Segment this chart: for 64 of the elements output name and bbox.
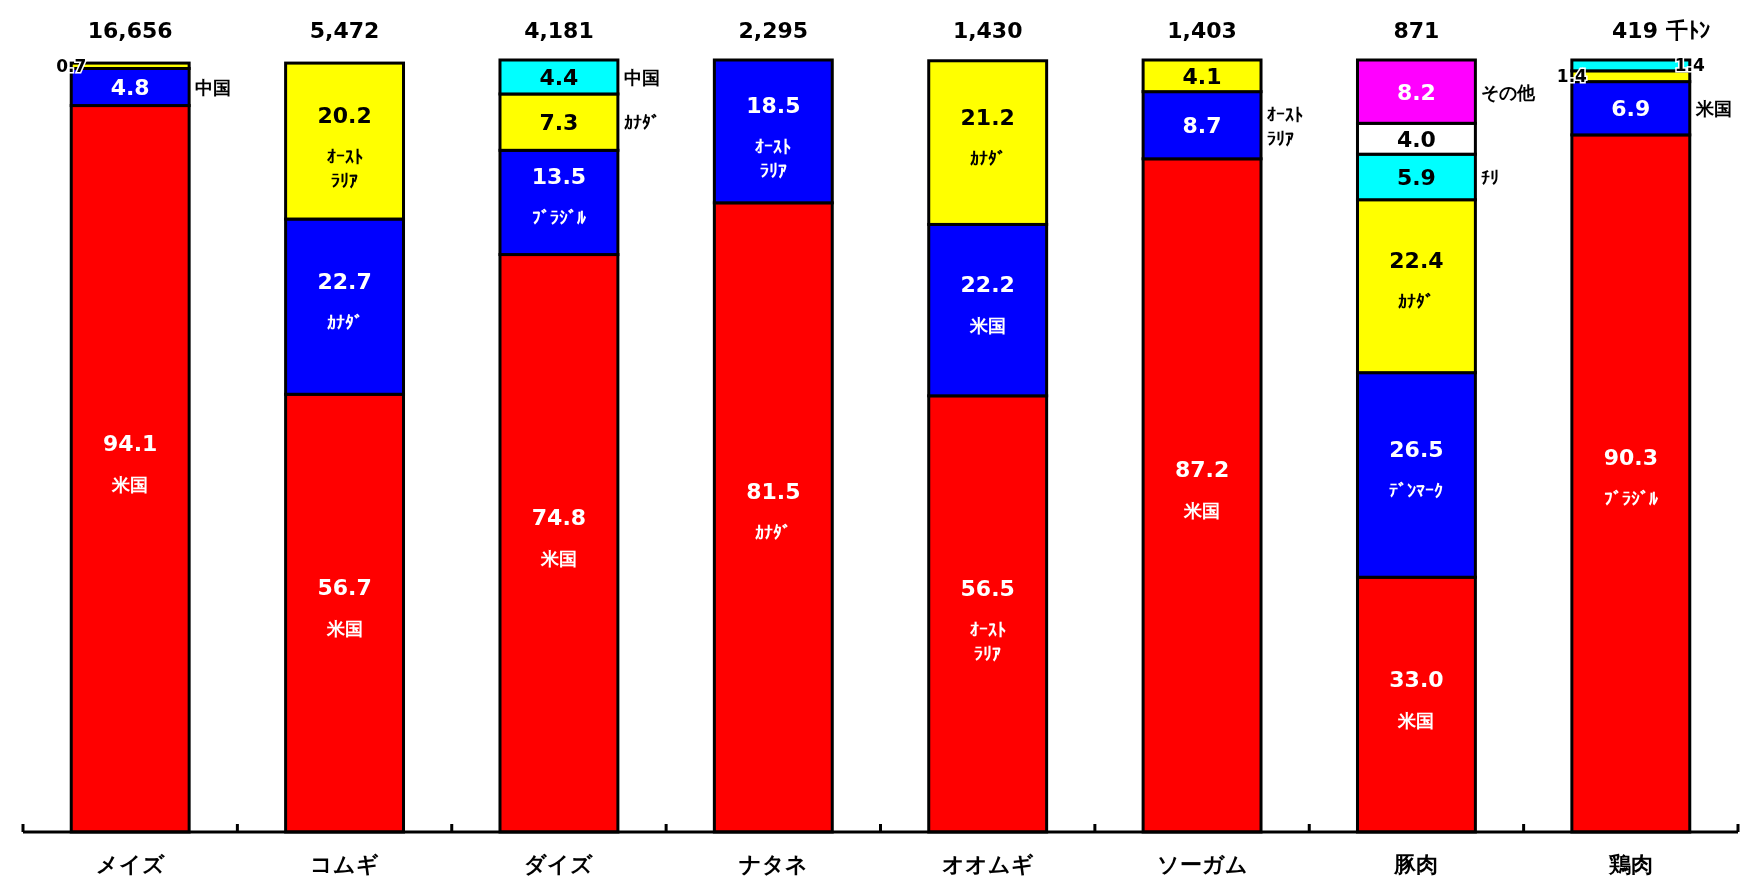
x-tick-label: オオムギ — [941, 852, 1034, 877]
data-label: 6.9 — [1611, 96, 1651, 122]
x-tick-label: コムギ — [310, 852, 380, 877]
x-tick-label: ナタネ — [738, 852, 808, 877]
text: 2,295 — [738, 18, 809, 43]
x-tick-label: ソーガム — [1156, 852, 1248, 877]
data-label: 94.1 — [103, 430, 158, 456]
data-label: 87.2 — [1174, 457, 1230, 483]
data-label: 8.2 — [1396, 79, 1436, 105]
text: 1,403 — [1167, 18, 1237, 43]
data-label: 18.5 — [746, 93, 801, 119]
text: 419 千ﾄﾝ — [1612, 18, 1710, 43]
data-label: 81.5 — [746, 479, 801, 505]
annotation: 米国 — [111, 473, 149, 495]
annotation: 米国 — [968, 315, 1006, 337]
annotation: ｶﾅﾀﾞ — [1398, 291, 1435, 313]
data-label: 4.1 — [1182, 63, 1222, 89]
data-label: 22.4 — [1389, 248, 1444, 274]
text: 1,430 — [952, 18, 1023, 43]
x-tick-label: 鶏肉 — [1607, 852, 1653, 877]
text: 4,181 — [524, 18, 594, 43]
x-tick-label: ダイズ — [524, 852, 594, 877]
annotation: ｶﾅﾀﾞ — [755, 522, 792, 544]
annotation: ｶﾅﾀﾞ — [623, 112, 660, 134]
annotation: ﾌﾞﾗｼﾞﾙ — [531, 207, 586, 229]
annotation: ｶﾅﾀﾞ — [969, 147, 1006, 169]
text: 5,472 — [309, 18, 380, 43]
annotation: 中国 — [195, 77, 232, 99]
annotation: その他 — [1481, 81, 1537, 103]
annotation: ｵｰｽﾄﾗﾘｱ — [755, 136, 792, 182]
data-label: 5.9 — [1396, 164, 1436, 190]
data-label: 8.7 — [1182, 113, 1222, 139]
annotation: 中国 — [623, 66, 660, 88]
text: 871 — [1393, 18, 1440, 43]
data-label: 4.0 — [1396, 126, 1436, 152]
data-label: 22.2 — [960, 272, 1015, 298]
data-label: 7.3 — [539, 110, 579, 136]
x-tick-label: メイズ — [95, 852, 165, 877]
annotation: ｵｰｽﾄﾗﾘｱ — [326, 146, 363, 192]
annotation: 米国 — [1183, 500, 1221, 522]
text: 16,656 — [87, 18, 173, 43]
annotation: ｵｰｽﾄﾗﾘｱ — [1267, 104, 1304, 150]
data-label: 33.0 — [1389, 666, 1444, 692]
data-label: 20.2 — [317, 103, 372, 129]
annotation: ﾁﾘ — [1481, 166, 1500, 188]
annotation: ﾌﾞﾗｼﾞﾙ — [1603, 488, 1658, 510]
data-label: 90.3 — [1603, 445, 1658, 471]
data-label: 21.2 — [960, 104, 1015, 130]
data-label: 13.5 — [531, 164, 587, 190]
data-label: 56.7 — [317, 575, 372, 601]
data-label: 4.4 — [539, 64, 579, 90]
annotation: 米国 — [1397, 709, 1435, 731]
annotation: 米国 — [539, 548, 577, 570]
annotation: 米国 — [1694, 98, 1732, 120]
x-tick-label: 豚肉 — [1393, 852, 1439, 877]
annotation: ﾃﾞﾝﾏｰｸ — [1389, 479, 1444, 501]
data-label: 26.5 — [1389, 436, 1444, 462]
data-label: 74.8 — [531, 505, 587, 531]
data-label: 22.7 — [317, 268, 372, 294]
annotation: ｵｰｽﾄﾗﾘｱ — [969, 618, 1006, 664]
annotation: ｶﾅﾀﾞ — [326, 311, 363, 333]
annotation: 米国 — [325, 618, 363, 640]
data-label: 4.8 — [110, 75, 150, 101]
data-label: 56.5 — [960, 575, 1015, 601]
